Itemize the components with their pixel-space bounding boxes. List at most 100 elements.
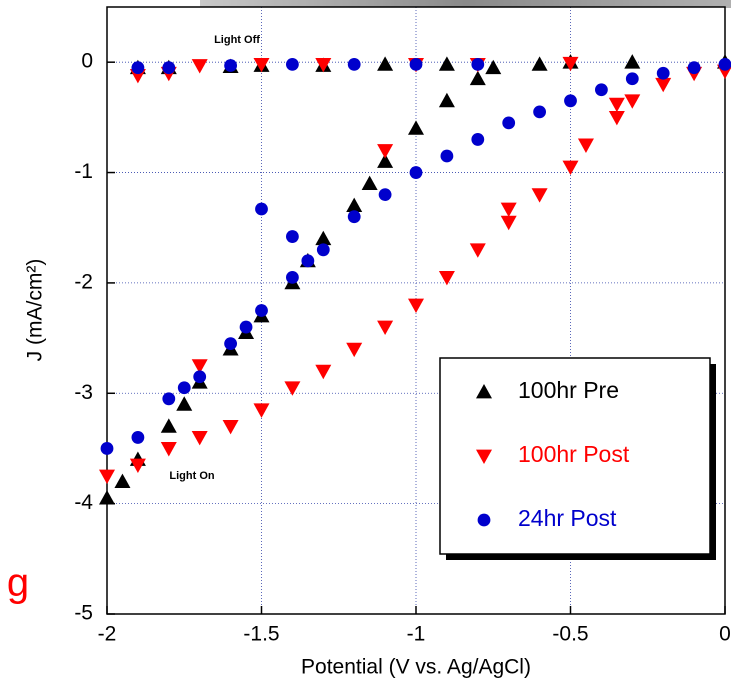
data-point [286,230,299,243]
legend-marker [477,513,491,527]
data-point [608,110,625,126]
data-point [531,56,548,71]
data-point [177,381,191,395]
data-point [377,320,394,336]
plot-frame [106,6,726,615]
data-point [562,160,579,176]
legend-label: 100hr Post [518,441,630,467]
data-point [377,153,394,168]
data-point [191,359,208,374]
data-point [222,419,239,435]
data-point [377,144,394,159]
data-point [409,57,423,71]
y-tick-label: -2 [74,270,93,293]
data-point [284,381,301,396]
data-point [469,243,486,258]
y-axis-label: J (mA/cm²) [24,259,47,362]
data-point [377,56,394,71]
data-point [347,57,361,71]
y-tick-label: -5 [74,602,93,625]
annotation: g [7,561,29,605]
data-point [564,94,577,108]
data-point [438,56,455,71]
data-point [315,364,332,380]
data-point [562,56,579,72]
data-point [286,57,299,71]
data-point [162,61,176,75]
data-point [469,70,486,86]
data-point [162,392,176,406]
data-point [624,54,641,69]
data-point [315,230,332,246]
data-point [346,342,363,358]
y-tick-label: 0 [81,50,93,73]
data-point [624,94,641,109]
data-point [485,59,502,75]
data-point [239,320,253,334]
data-point [346,197,363,213]
data-point [131,61,145,75]
x-tick-label: -1 [407,623,426,646]
data-point [131,431,145,444]
data-point [718,57,731,71]
data-point [316,243,330,257]
legend-label: 100hr Pre [518,377,619,403]
data-point [655,77,672,93]
x-tick-label: -2 [98,623,117,646]
data-point [99,490,115,505]
legend-marker [476,449,492,464]
data-point [253,57,270,73]
data-point [471,57,485,71]
data-point [502,116,516,130]
legend-marker [476,384,492,399]
x-tick-label: -1.5 [243,623,279,646]
data-point [608,97,625,113]
data-point [378,188,392,202]
data-point [160,442,177,457]
data-point [577,138,594,153]
data-point [440,149,454,163]
data-point [500,202,517,217]
data-point [595,83,608,97]
data-point [361,175,378,190]
data-point [100,442,114,455]
y-tick-label: -4 [74,491,93,514]
data-point [129,458,146,474]
data-point [656,66,670,80]
x-tick-label: 0 [719,623,731,646]
data-point [500,215,517,231]
data-point [99,469,115,485]
data-point [533,105,546,119]
data-point [224,337,238,351]
data-point [315,57,332,73]
x-axis-label: Potential (V vs. Ag/AgCl) [301,656,531,679]
x-tick-label: -0.5 [552,623,588,646]
data-point [625,72,639,86]
data-point [255,202,268,216]
data-point [255,304,268,317]
data-point [224,59,238,72]
data-point [408,120,424,135]
data-point [193,370,207,384]
data-point [531,188,548,203]
annotation: Light On [169,470,214,482]
data-point [347,210,361,224]
data-point [438,270,455,286]
annotation: Light Off [214,34,260,46]
data-point [191,59,208,74]
y-tick-label: -3 [74,381,93,404]
data-point [160,418,177,433]
data-point [438,92,455,108]
legend-label: 24hr Post [518,505,617,531]
data-point [114,473,131,488]
data-point [687,61,701,75]
y-tick-label: -1 [74,160,93,183]
data-point [408,298,424,313]
data-point [191,431,208,446]
data-point [253,403,270,418]
data-point [409,166,423,179]
data-point [176,396,193,411]
data-point [471,133,485,146]
background-strip [200,0,731,8]
